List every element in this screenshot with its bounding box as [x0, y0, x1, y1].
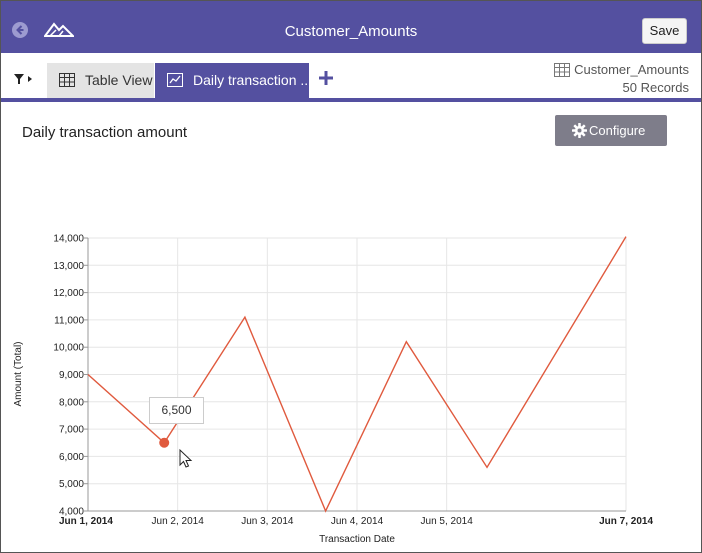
highlighted-data-point	[159, 437, 170, 448]
y-tick-label: 8,000	[59, 397, 84, 408]
top-bar: Customer_Amounts Save	[1, 1, 701, 53]
arrow-left-icon	[16, 25, 24, 35]
line-chart-icon	[167, 73, 183, 87]
tab-label: Daily transaction ...	[193, 72, 313, 88]
y-tick-label: 9,000	[59, 370, 84, 381]
record-count: 50 Records	[622, 80, 689, 95]
y-tick-label: 4,000	[59, 507, 84, 518]
datasource-info: Customer_Amounts 50 Records	[554, 61, 689, 95]
x-tick-label: Jun 5, 2014	[421, 516, 474, 527]
tab-label: Table View	[85, 72, 153, 88]
configure-label: Configure	[589, 123, 646, 138]
tab-bar: Table View Daily transaction ...	[1, 54, 701, 102]
tab-table-view[interactable]: Table View	[47, 63, 154, 98]
x-tick-label: Jun 1, 2014	[59, 516, 113, 527]
y-axis-ticks: 4,000 5,000 6,000 7,000 8,000 9,000 10,000 11,0…	[53, 234, 88, 518]
x-tick-label: Jun 2, 2014	[152, 516, 205, 527]
datasource-name: Customer_Amounts	[574, 62, 689, 77]
chart-grid	[87, 237, 627, 512]
configure-button[interactable]: Configure	[555, 115, 667, 146]
filter-icon[interactable]	[13, 73, 35, 85]
line-chart: 4,000 5,000 6,000 7,000 8,000 9,000 10,000 11,0…	[13, 234, 653, 546]
y-tick-label: 13,000	[53, 261, 84, 272]
y-tick-label: 5,000	[59, 479, 84, 490]
save-button[interactable]: Save	[642, 18, 687, 44]
data-point-tooltip: 6,500	[149, 397, 204, 424]
table-icon	[59, 73, 75, 87]
mouse-cursor-icon	[179, 448, 193, 468]
x-tick-label: Jun 4, 2014	[331, 516, 384, 527]
x-tick-label: Jun 7, 2014	[599, 516, 653, 527]
y-tick-label: 14,000	[53, 234, 84, 245]
x-tick-label: Jun 3, 2014	[241, 516, 294, 527]
y-tick-label: 7,000	[59, 425, 84, 436]
back-button[interactable]	[12, 22, 28, 38]
y-tick-label: 11,000	[54, 315, 84, 326]
y-tick-label: 12,000	[53, 288, 84, 299]
y-axis-label: Amount (Total)	[13, 341, 24, 406]
chart-title: Daily transaction amount	[22, 124, 188, 141]
table-icon	[554, 62, 571, 77]
y-tick-label: 6,000	[59, 452, 84, 463]
x-axis-ticks: Jun 1, 2014 Jun 2, 2014 Jun 3, 2014 Jun 4, …	[59, 516, 653, 527]
mountain-logo-icon[interactable]	[44, 21, 74, 37]
plus-icon[interactable]	[319, 71, 333, 85]
page-title: Customer_Amounts	[284, 23, 418, 40]
gear-icon	[572, 123, 587, 138]
chart-series	[87, 236, 627, 513]
tab-daily-transaction[interactable]: Daily transaction ...	[155, 63, 313, 98]
y-tick-label: 10,000	[53, 343, 84, 354]
x-axis-label: Transaction Date	[319, 534, 395, 545]
